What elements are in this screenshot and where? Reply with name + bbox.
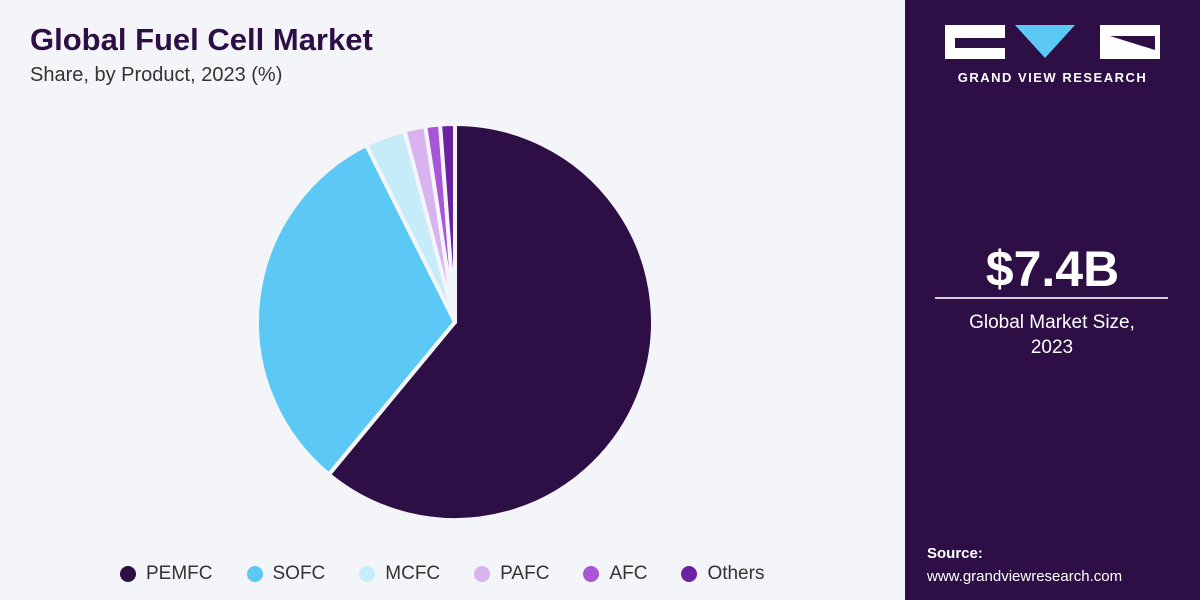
legend-swatch xyxy=(474,566,491,582)
legend-item: AFC xyxy=(583,563,647,585)
side-panel: GRAND VIEW RESEARCH $7.4B Global Market … xyxy=(905,0,1200,600)
legend-label: MCFC xyxy=(385,563,441,584)
legend-item: MCFC xyxy=(359,563,440,585)
chart-subtitle: Share, by Product, 2023 (%) xyxy=(30,64,283,86)
chart-title: Global Fuel Cell Market xyxy=(30,22,373,57)
pie-slice xyxy=(438,122,457,324)
market-size: $7.4B xyxy=(985,241,1120,297)
source-label: Source: xyxy=(927,545,983,562)
divider xyxy=(935,297,1168,299)
legend: PEMFC SOFC MCFC PAFC AFC Others xyxy=(120,563,764,585)
legend-label: PEMFC xyxy=(146,563,213,584)
legend-swatch xyxy=(359,566,376,582)
legend-label: PAFC xyxy=(500,563,550,584)
legend-item: PEMFC xyxy=(120,563,213,585)
legend-item: PAFC xyxy=(474,563,549,585)
brand-name: GRAND VIEW RESEARCH xyxy=(957,70,1148,85)
pie-chart xyxy=(255,122,655,522)
legend-swatch xyxy=(246,566,263,582)
legend-swatch xyxy=(120,566,136,582)
legend-item: SOFC xyxy=(246,563,326,585)
legend-swatch xyxy=(681,566,698,582)
market-size-label: Global Market Size, 2023 xyxy=(969,312,1135,358)
logo xyxy=(945,25,1160,59)
legend-label: SOFC xyxy=(272,563,326,584)
legend-swatch xyxy=(583,566,600,582)
pie-slice xyxy=(326,122,655,522)
legend-item: Others xyxy=(681,563,764,585)
legend-label: Others xyxy=(707,563,765,584)
legend-label: AFC xyxy=(609,563,648,584)
source-url: www.grandviewresearch.com xyxy=(927,568,1123,585)
